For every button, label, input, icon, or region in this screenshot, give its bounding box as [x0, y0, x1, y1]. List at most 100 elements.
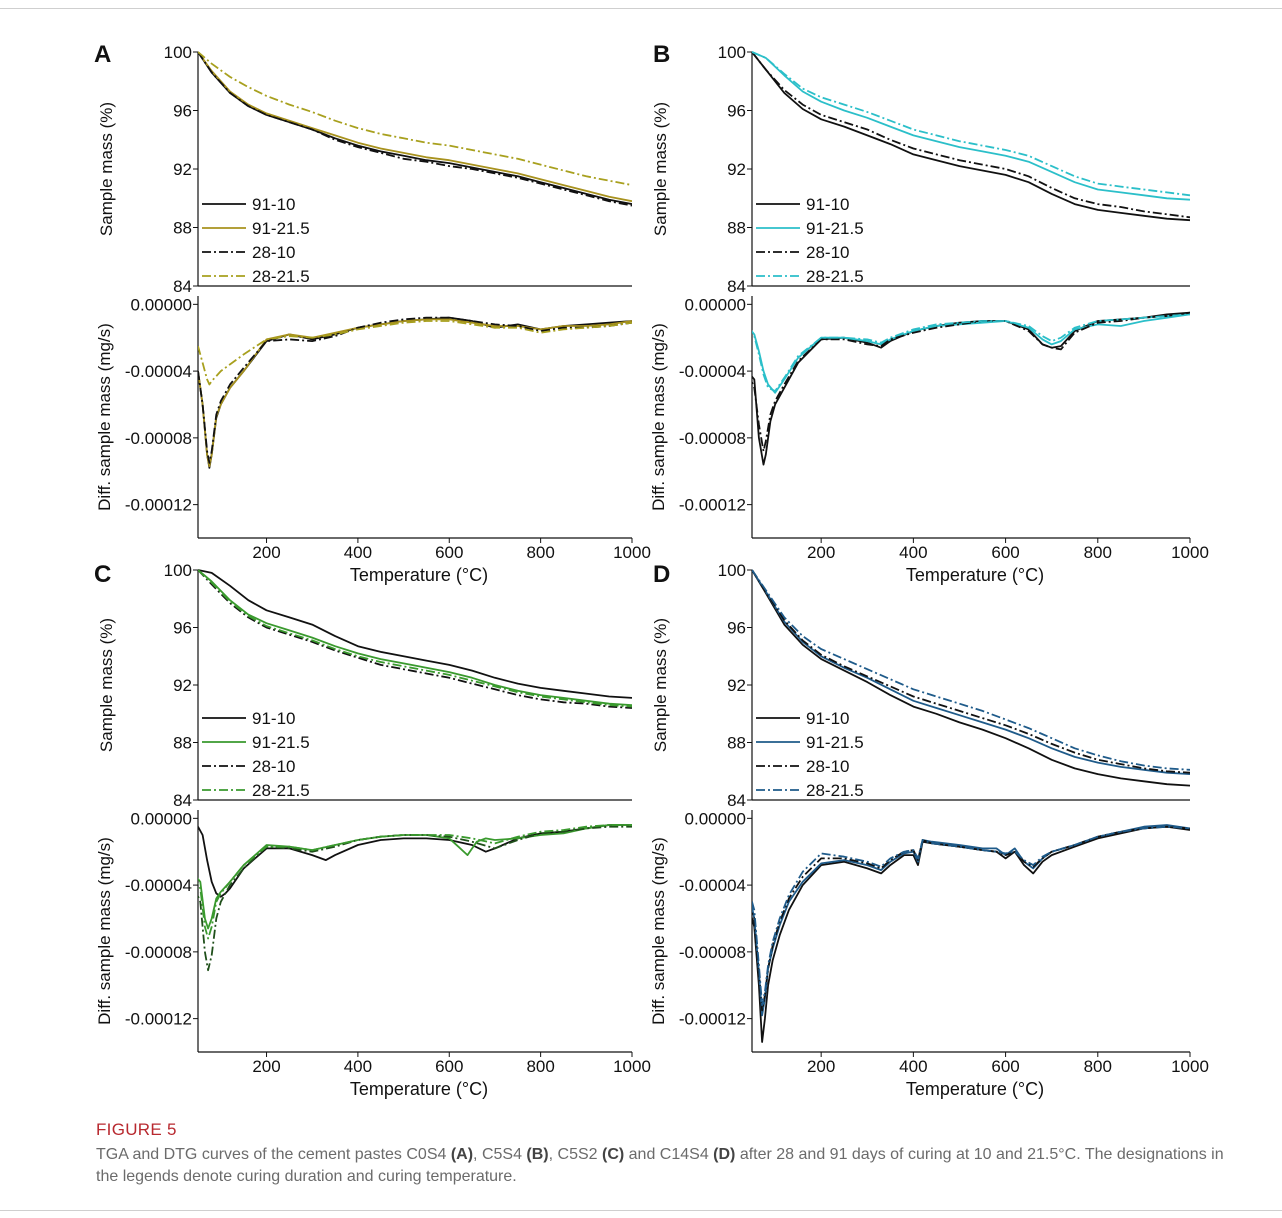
panel-letter: B [653, 41, 670, 68]
tga-subplot: 84 88 92 96 100 Sample mass (%) 91-10 91-21.5 28… [651, 561, 1190, 810]
dtg-series-line [752, 311, 1190, 453]
legend-label: 28-21.5 [806, 781, 864, 800]
x-tick-label: 800 [526, 543, 554, 562]
tga-series-line [198, 51, 632, 207]
tga-y-tick-label: 84 [173, 277, 192, 296]
dtg-y-tick-label: -0.00008 [125, 943, 192, 962]
x-tick-label: 1000 [1171, 1057, 1209, 1076]
dtg-y-tick-label: -0.00012 [679, 1010, 746, 1029]
caption-part: (C) [601, 1146, 625, 1163]
dtg-y-tick-label: -0.00008 [125, 429, 192, 448]
x-axis-label: Temperature (°C) [906, 1079, 1044, 1099]
dtg-series-line [198, 316, 632, 469]
legend-label: 91-10 [252, 709, 295, 728]
panel-C: C 84 88 92 96 100 Sample mass (%) 91-10 91-21.5 2… [94, 561, 651, 1099]
tga-series-line [198, 51, 632, 203]
x-tick-label: 200 [252, 1057, 280, 1076]
legend-label: 91-10 [806, 709, 849, 728]
tga-y-axis-label: Sample mass (%) [651, 618, 670, 752]
tga-subplot: 84 88 92 96 100 Sample mass (%) 91-10 91-21.5 28… [651, 43, 1190, 296]
bottom-divider [0, 1210, 1282, 1211]
panel-D: D 84 88 92 96 100 Sample mass (%) 91-10 91-21.5 2… [649, 561, 1209, 1099]
legend-label: 91-21.5 [806, 219, 864, 238]
caption-part: (B) [526, 1146, 549, 1163]
legend-label: 28-21.5 [806, 267, 864, 286]
tga-y-tick-label: 92 [727, 160, 746, 179]
x-tick-label: 400 [899, 1057, 927, 1076]
caption-part: (A) [450, 1146, 474, 1163]
legend-label: 91-21.5 [806, 733, 864, 752]
x-tick-label: 200 [252, 543, 280, 562]
tga-series-line [752, 51, 1190, 222]
x-tick-label: 800 [526, 1057, 554, 1076]
tga-y-tick-label: 100 [164, 43, 192, 62]
tga-y-tick-label: 96 [727, 619, 746, 638]
legend-label: 28-21.5 [252, 267, 310, 286]
dtg-series-line [198, 824, 632, 930]
dtg-y-axis-label: Diff. sample mass (mg/s) [95, 837, 114, 1025]
tga-series-line [752, 569, 1190, 775]
tga-series-line [752, 569, 1190, 787]
top-divider [0, 8, 1282, 9]
tga-y-tick-label: 96 [727, 102, 746, 121]
dtg-series-line [752, 825, 1190, 1012]
figure-canvas: A 84 88 92 96 100 Sample mass (%) 91-10 91-21.5 2… [94, 41, 1209, 1099]
dtg-y-tick-label: -0.00012 [679, 496, 746, 515]
x-tick-label: 400 [899, 543, 927, 562]
tga-y-tick-label: 88 [173, 734, 192, 753]
tga-series-line [198, 51, 632, 186]
legend-label: 28-10 [252, 243, 295, 262]
tga-series-line [198, 569, 632, 706]
dtg-series-line [752, 825, 1190, 1043]
dtg-y-tick-label: -0.00004 [679, 876, 746, 895]
dtg-subplot: 0.00000 -0.00004 -0.00008 -0.00012 Diff. sam… [95, 295, 651, 585]
dtg-series-line [198, 824, 632, 940]
x-tick-label: 1000 [613, 1057, 651, 1076]
dtg-y-axis-label: Diff. sample mass (mg/s) [649, 323, 668, 511]
dtg-y-tick-label: -0.00008 [679, 943, 746, 962]
x-tick-label: 400 [344, 543, 372, 562]
dtg-series-line [752, 313, 1190, 394]
x-tick-label: 600 [991, 543, 1019, 562]
legend-label: 91-10 [806, 195, 849, 214]
x-tick-label: 400 [344, 1057, 372, 1076]
dtg-y-tick-label: -0.00008 [679, 429, 746, 448]
caption-part: TGA and DTG curves of the cement pastes … [96, 1146, 451, 1163]
panel-B: B 84 88 92 96 100 Sample mass (%) 91-10 91-21.5 2… [649, 41, 1209, 585]
tga-y-tick-label: 88 [173, 219, 192, 238]
legend-label: 28-10 [806, 757, 849, 776]
dtg-y-tick-label: -0.00012 [125, 1010, 192, 1029]
x-tick-label: 200 [807, 543, 835, 562]
caption-part: , C5S2 [548, 1146, 602, 1163]
tga-y-tick-label: 92 [727, 676, 746, 695]
tga-y-tick-label: 92 [173, 676, 192, 695]
x-tick-label: 800 [1084, 1057, 1112, 1076]
dtg-y-axis-label: Diff. sample mass (mg/s) [649, 837, 668, 1025]
x-tick-label: 800 [1084, 543, 1112, 562]
panel-letter: C [94, 561, 111, 588]
x-tick-label: 1000 [1171, 543, 1209, 562]
x-axis-label: Temperature (°C) [350, 565, 488, 585]
dtg-y-tick-label: -0.00012 [125, 496, 192, 515]
legend-label: 91-10 [252, 195, 295, 214]
caption-part: after 28 and 91 days of curing at 10 and… [96, 1146, 1224, 1185]
legend-label: 91-21.5 [252, 733, 310, 752]
legend-label: 28-10 [806, 243, 849, 262]
dtg-subplot: 0.00000 -0.00004 -0.00008 -0.00012 Diff. sam… [95, 809, 651, 1099]
dtg-series-line [198, 316, 632, 464]
dtg-series-line [752, 825, 1190, 1007]
tga-y-tick-label: 88 [727, 734, 746, 753]
dtg-y-tick-label: -0.00004 [125, 876, 192, 895]
dtg-series-line [198, 825, 632, 972]
tga-series-line [198, 569, 632, 708]
tga-y-tick-label: 100 [718, 43, 746, 62]
dtg-series-line [752, 824, 1190, 1017]
tga-subplot: 84 88 92 96 100 Sample mass (%) 91-10 91-21.5 28… [97, 43, 632, 296]
dtg-series-line [752, 311, 1190, 466]
x-tick-label: 600 [991, 1057, 1019, 1076]
tga-series-line [752, 51, 1190, 201]
tga-y-axis-label: Sample mass (%) [651, 102, 670, 236]
x-tick-label: 1000 [613, 543, 651, 562]
x-axis-label: Temperature (°C) [906, 565, 1044, 585]
legend-label: 28-10 [252, 757, 295, 776]
